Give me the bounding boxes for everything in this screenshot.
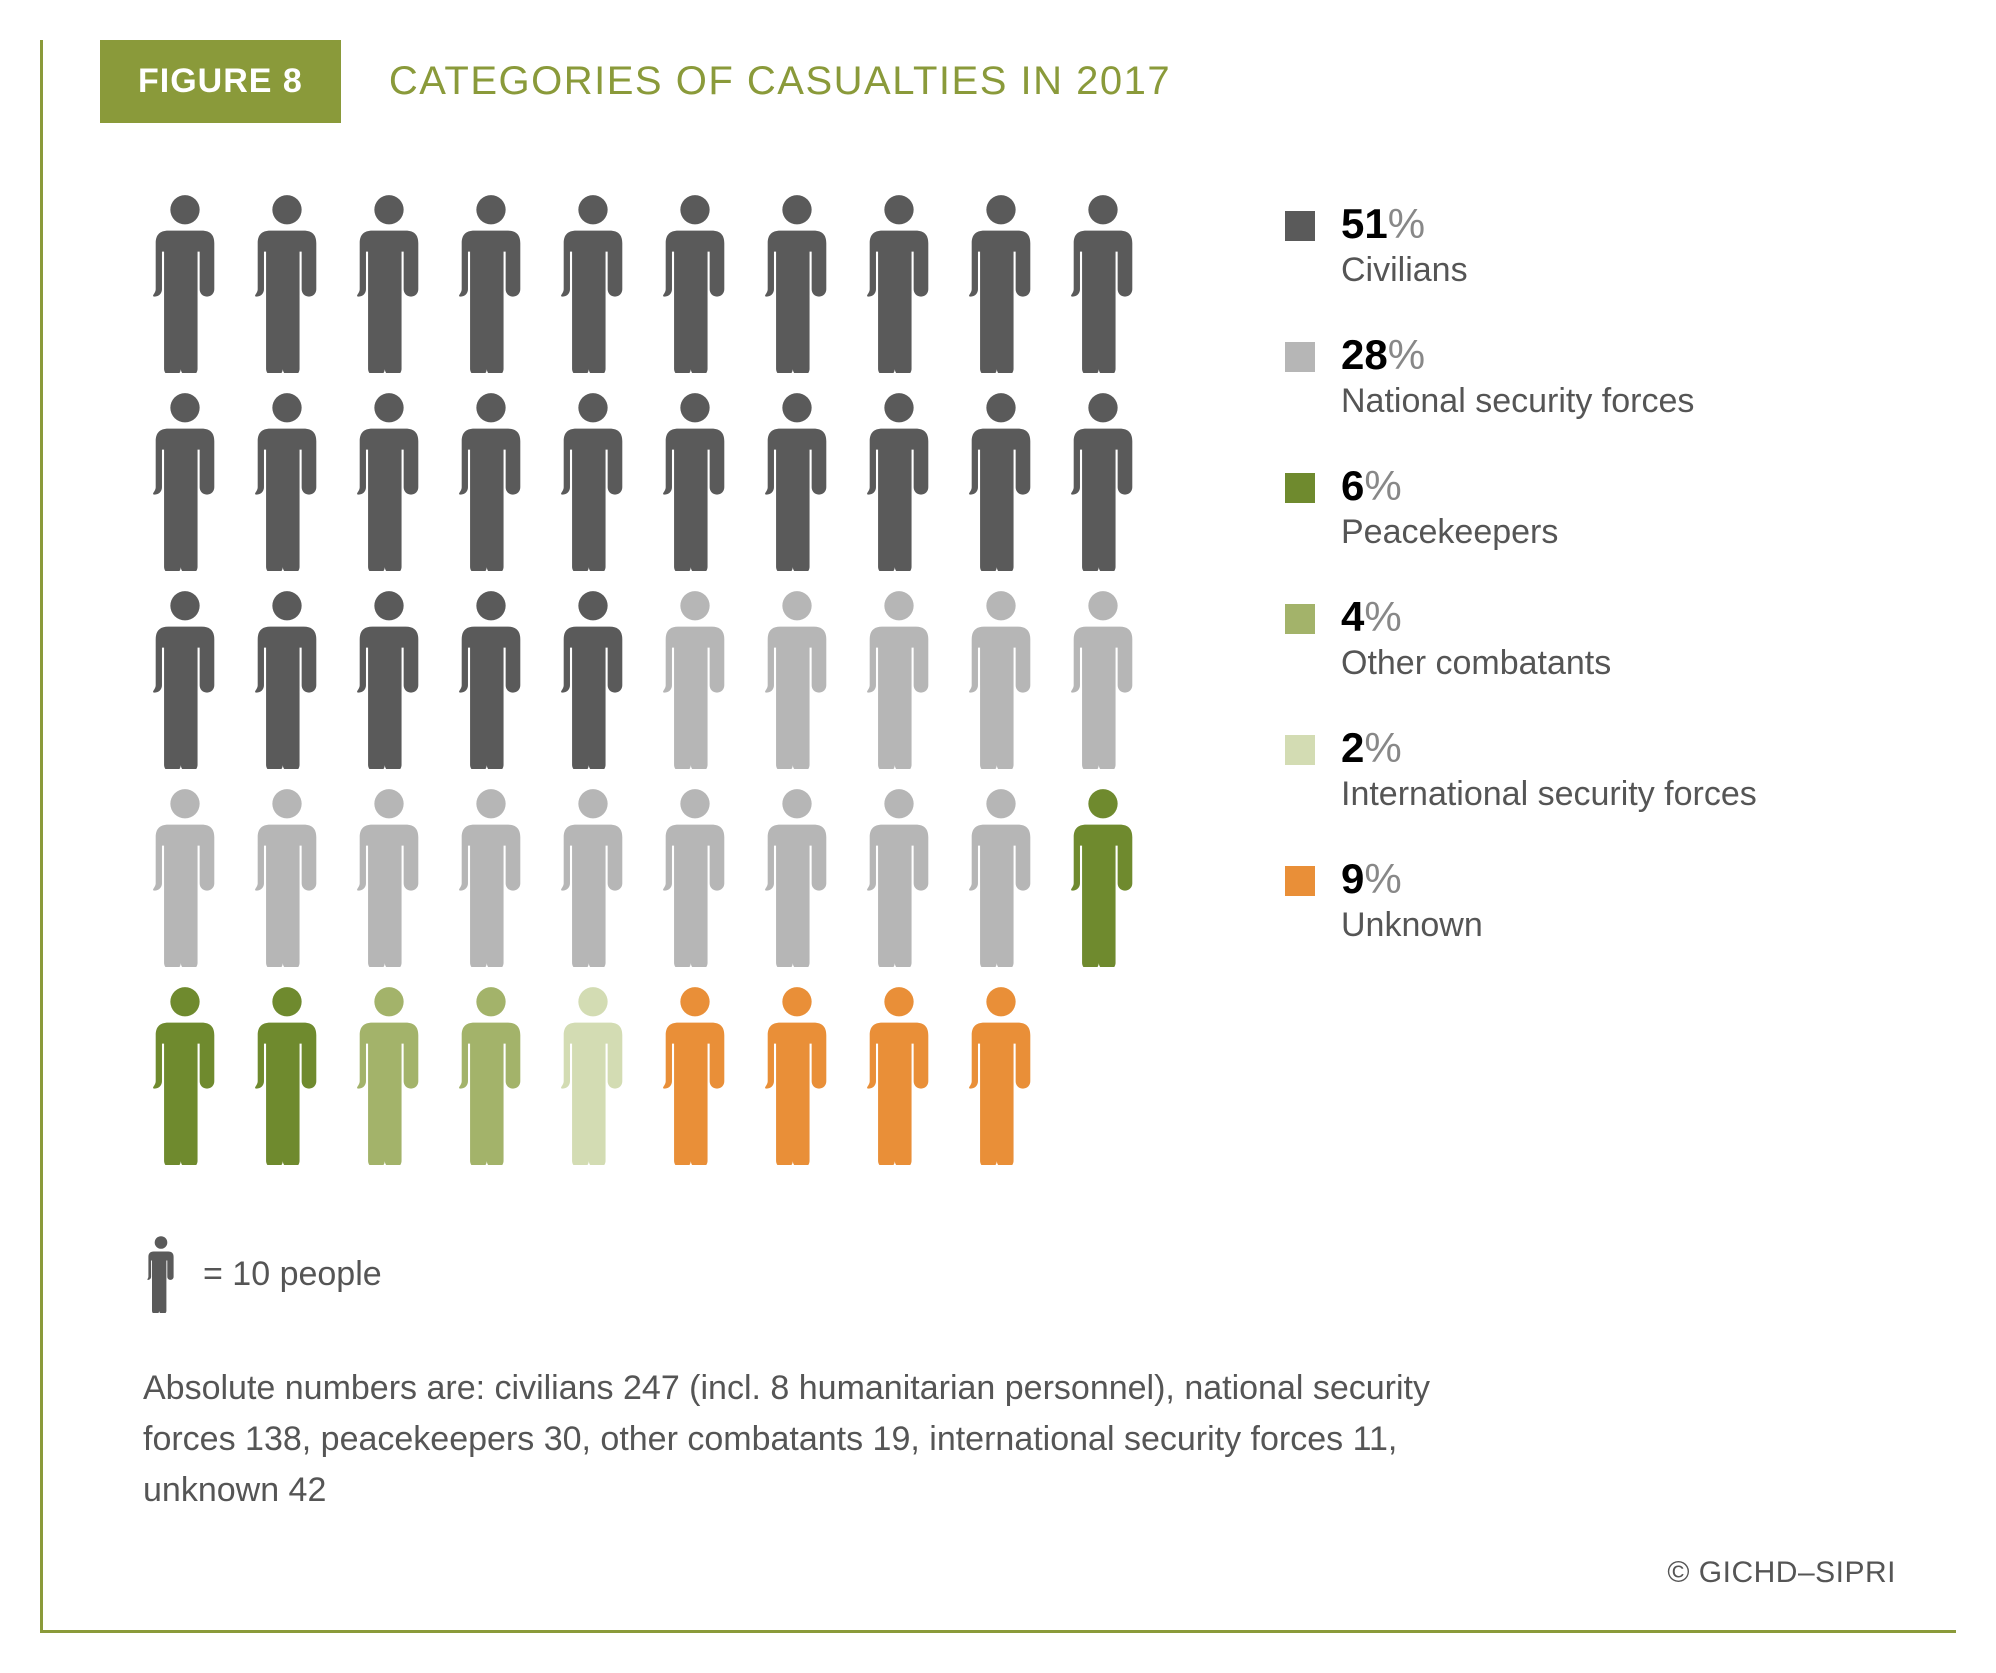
person-icon xyxy=(551,193,635,373)
person-icon xyxy=(143,985,227,1165)
legend-swatch xyxy=(1285,735,1315,765)
legend-item: 6% Peacekeepers xyxy=(1285,465,1757,552)
person-icon xyxy=(959,589,1043,769)
legend-swatch xyxy=(1285,866,1315,896)
person-icon xyxy=(347,589,431,769)
person-icon xyxy=(143,787,227,967)
legend-percent: 4% xyxy=(1341,596,1611,638)
legend-label: Unknown xyxy=(1341,906,1483,945)
person-icon xyxy=(347,193,431,373)
person-icon xyxy=(755,985,839,1165)
person-icon xyxy=(653,193,737,373)
legend-swatch xyxy=(1285,211,1315,241)
content-row: 51% Civilians 28% National security forc… xyxy=(103,193,1896,1165)
legend-label: Other combatants xyxy=(1341,644,1611,683)
legend-item: 2% International security forces xyxy=(1285,727,1757,814)
legend-item: 51% Civilians xyxy=(1285,203,1757,290)
legend-item: 9% Unknown xyxy=(1285,858,1757,945)
legend-percent: 51% xyxy=(1341,203,1468,245)
person-icon xyxy=(755,589,839,769)
person-icon xyxy=(449,193,533,373)
person-icon xyxy=(755,787,839,967)
person-icon xyxy=(857,589,941,769)
legend-swatch xyxy=(1285,604,1315,634)
person-icon xyxy=(959,193,1043,373)
person-icon xyxy=(347,985,431,1165)
person-icon xyxy=(347,391,431,571)
person-icon xyxy=(551,589,635,769)
legend-label: Peacekeepers xyxy=(1341,513,1558,552)
figure-title: CATEGORIES OF CASUALTIES IN 2017 xyxy=(389,59,1171,104)
person-icon xyxy=(245,589,329,769)
person-icon xyxy=(245,985,329,1165)
legend: 51% Civilians 28% National security forc… xyxy=(1285,193,1757,945)
key-label: = 10 people xyxy=(203,1255,382,1294)
person-icon xyxy=(653,985,737,1165)
legend-text: 28% National security forces xyxy=(1341,334,1694,421)
person-icon xyxy=(551,787,635,967)
person-icon xyxy=(755,193,839,373)
person-icon xyxy=(551,391,635,571)
person-icon xyxy=(857,391,941,571)
figure-badge: FIGURE 8 xyxy=(100,40,341,123)
isotype-row xyxy=(143,787,1145,967)
person-icon xyxy=(449,391,533,571)
person-icon xyxy=(245,391,329,571)
person-icon xyxy=(245,787,329,967)
legend-text: 4% Other combatants xyxy=(1341,596,1611,683)
isotype-row xyxy=(143,985,1145,1165)
person-icon xyxy=(1061,589,1145,769)
legend-swatch xyxy=(1285,342,1315,372)
legend-label: National security forces xyxy=(1341,382,1694,421)
legend-percent: 2% xyxy=(1341,727,1757,769)
legend-item: 4% Other combatants xyxy=(1285,596,1757,683)
person-icon xyxy=(449,985,533,1165)
person-icon xyxy=(347,787,431,967)
person-icon xyxy=(449,589,533,769)
person-icon xyxy=(857,193,941,373)
person-icon xyxy=(143,1235,179,1313)
figure-header: FIGURE 8 CATEGORIES OF CASUALTIES IN 201… xyxy=(100,40,1896,123)
person-icon xyxy=(653,787,737,967)
isotype-row xyxy=(143,193,1145,373)
isotype-key: = 10 people xyxy=(103,1235,1896,1313)
person-icon xyxy=(653,391,737,571)
person-icon xyxy=(245,193,329,373)
footnote: Absolute numbers are: civilians 247 (inc… xyxy=(103,1363,1503,1516)
person-icon xyxy=(857,787,941,967)
legend-text: 51% Civilians xyxy=(1341,203,1468,290)
legend-text: 6% Peacekeepers xyxy=(1341,465,1558,552)
legend-text: 2% International security forces xyxy=(1341,727,1757,814)
attribution: © GICHD–SIPRI xyxy=(103,1556,1896,1590)
person-icon xyxy=(143,193,227,373)
person-icon xyxy=(1061,193,1145,373)
isotype-row xyxy=(143,589,1145,769)
legend-label: Civilians xyxy=(1341,251,1468,290)
legend-percent: 6% xyxy=(1341,465,1558,507)
legend-text: 9% Unknown xyxy=(1341,858,1483,945)
person-icon xyxy=(143,589,227,769)
person-icon xyxy=(959,391,1043,571)
person-icon xyxy=(857,985,941,1165)
isotype-row xyxy=(143,391,1145,571)
person-icon xyxy=(449,787,533,967)
legend-percent: 28% xyxy=(1341,334,1694,376)
person-icon xyxy=(959,985,1043,1165)
legend-swatch xyxy=(1285,473,1315,503)
person-icon xyxy=(1061,391,1145,571)
legend-label: International security forces xyxy=(1341,775,1757,814)
legend-item: 28% National security forces xyxy=(1285,334,1757,421)
person-icon xyxy=(755,391,839,571)
isotype-grid xyxy=(143,193,1145,1165)
person-icon xyxy=(551,985,635,1165)
person-icon xyxy=(959,787,1043,967)
person-icon xyxy=(1061,787,1145,967)
person-icon xyxy=(143,391,227,571)
legend-percent: 9% xyxy=(1341,858,1483,900)
figure-container: FIGURE 8 CATEGORIES OF CASUALTIES IN 201… xyxy=(40,40,1956,1633)
person-icon xyxy=(653,589,737,769)
